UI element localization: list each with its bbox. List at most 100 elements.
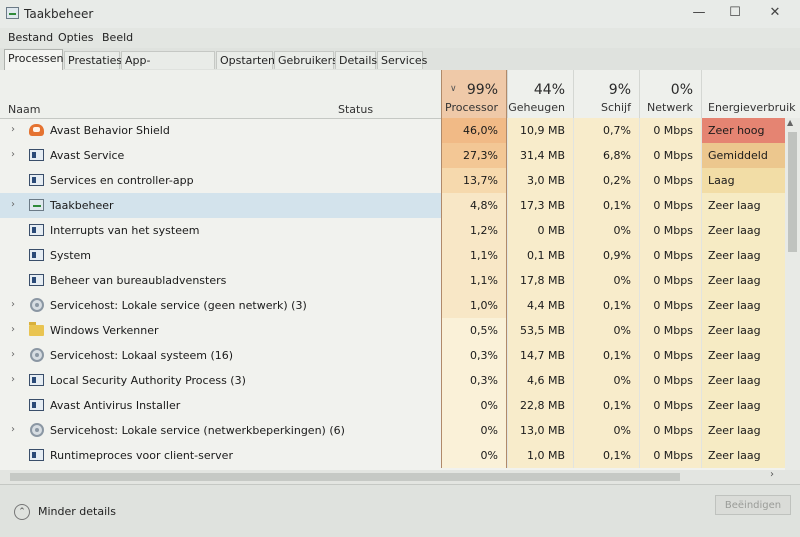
cell-cpu: 1,2% (441, 218, 507, 243)
cell-disk: 0,7% (573, 118, 639, 143)
table-row[interactable]: › Windows Verkenner 0,5% 53,5 MB 0% 0 Mbps Zee… (0, 318, 785, 343)
process-name: Runtimeproces voor client-server (50, 449, 233, 462)
cell-disk: 0,2% (573, 168, 639, 193)
cell-cpu: 0,3% (441, 343, 507, 368)
column-header-disk[interactable]: 9% Schijf (573, 70, 639, 118)
table-row[interactable]: Interrupts van het systeem 1,2% 0 MB 0% 0 Mb… (0, 218, 785, 243)
cell-net: 0 Mbps (639, 268, 701, 293)
menu-bestand[interactable]: Bestand (8, 31, 54, 44)
column-header-network[interactable]: 0% Netwerk (639, 70, 701, 118)
tab-bar: Processen Prestaties App-geschiedenis Op… (0, 48, 800, 85)
cell-cpu: 1,1% (441, 243, 507, 268)
menu-beeld[interactable]: Beeld (102, 31, 134, 44)
tab-prestaties[interactable]: Prestaties (64, 51, 122, 69)
cell-mem: 17,3 MB (507, 193, 573, 218)
cell-net: 0 Mbps (639, 318, 701, 343)
scroll-up-icon[interactable]: ▲ (787, 118, 794, 127)
avast-icon (29, 124, 44, 136)
expand-chevron-icon[interactable]: › (11, 374, 15, 385)
taskmanager-icon (6, 7, 19, 19)
cell-disk: 0% (573, 418, 639, 443)
cell-cpu: 27,3% (441, 143, 507, 168)
tab-details[interactable]: Details (335, 51, 377, 69)
cell-energy: Zeer laag (701, 418, 785, 443)
expand-chevron-icon[interactable]: › (11, 424, 15, 435)
service-icon (29, 174, 44, 186)
horizontal-scroll-thumb[interactable] (10, 473, 680, 481)
cell-cpu: 46,0% (441, 118, 507, 143)
expand-chevron-icon[interactable]: › (11, 149, 15, 160)
process-name: Taakbeheer (50, 199, 114, 212)
cell-mem: 4,4 MB (507, 293, 573, 318)
cell-energy: Zeer laag (701, 243, 785, 268)
title-bar: Taakbeheer — ☐ ✕ (0, 0, 800, 28)
menu-opties[interactable]: Opties (58, 31, 94, 44)
table-row[interactable]: System 1,1% 0,1 MB 0,9% 0 Mbps Zeer laag (0, 243, 785, 268)
cell-cpu: 1,0% (441, 293, 507, 318)
memory-total: 44% (533, 82, 565, 98)
cell-net: 0 Mbps (639, 218, 701, 243)
cell-cpu: 4,8% (441, 193, 507, 218)
expand-chevron-icon[interactable]: › (11, 199, 15, 210)
service-icon (29, 249, 44, 261)
cell-cpu: 0% (441, 443, 507, 468)
process-name: Servicehost: Lokale service (geen netwer… (50, 299, 307, 312)
cell-mem: 17,8 MB (507, 268, 573, 293)
cell-disk: 0,1% (573, 443, 639, 468)
expand-chevron-icon[interactable]: › (11, 124, 15, 135)
table-row[interactable]: Services en controller-app 13,7% 3,0 MB 0,2… (0, 168, 785, 193)
column-header-name[interactable]: Naam (8, 103, 41, 116)
table-row[interactable]: › Avast Behavior Shield 46,0% 10,9 MB 0,7% 0 … (0, 118, 785, 143)
horizontal-scrollbar[interactable]: › (0, 469, 800, 484)
process-name: Avast Service (50, 149, 125, 162)
process-name: Servicehost: Lokale service (netwerkbepe… (50, 424, 345, 437)
end-task-button[interactable]: Beëindigen (715, 495, 791, 515)
chevron-up-icon: ⌃ (14, 504, 30, 520)
folder-icon (29, 322, 44, 336)
service-icon (29, 224, 44, 236)
expand-chevron-icon[interactable]: › (11, 299, 15, 310)
column-header-processor[interactable]: ∨ 99% Processor (441, 70, 507, 118)
service-icon (29, 274, 44, 286)
vertical-scroll-thumb[interactable] (788, 132, 797, 252)
scroll-right-icon[interactable]: › (770, 469, 774, 480)
minimize-button[interactable]: — (692, 5, 706, 20)
table-row[interactable]: › Servicehost: Lokale service (geen netwe… (0, 293, 785, 318)
column-header-status[interactable]: Status (338, 103, 374, 116)
taskmanager-icon (29, 199, 44, 211)
network-label: Netwerk (647, 101, 693, 114)
cell-mem: 1,0 MB (507, 443, 573, 468)
processor-label: Processor (445, 101, 498, 114)
maximize-button[interactable]: ☐ (729, 5, 741, 20)
expand-chevron-icon[interactable]: › (11, 324, 15, 335)
cell-mem: 14,7 MB (507, 343, 573, 368)
vertical-scrollbar[interactable]: ▲ (785, 118, 800, 470)
table-row[interactable]: › Servicehost: Lokaal systeem (16) 0,3% 14,… (0, 343, 785, 368)
process-name: Avast Antivirus Installer (50, 399, 181, 412)
tab-opstarten[interactable]: Opstarten (216, 51, 275, 69)
table-row[interactable]: › Taakbeheer 4,8% 17,3 MB 0,1% 0 Mbps Zeer laa… (0, 193, 785, 218)
tab-services[interactable]: Services (377, 51, 427, 69)
column-header-energy[interactable]: Energieverbruik (701, 70, 796, 118)
cell-disk: 0,1% (573, 293, 639, 318)
tab-gebruikers[interactable]: Gebruikers (274, 51, 338, 69)
expand-chevron-icon[interactable]: › (11, 349, 15, 360)
table-row[interactable]: Avast Antivirus Installer 0% 22,8 MB 0,1% 0 … (0, 393, 785, 418)
column-header-memory[interactable]: 44% Geheugen (507, 70, 573, 118)
table-row[interactable]: Runtimeproces voor client-server 0% 1,0 MB… (0, 443, 785, 468)
table-row[interactable]: Beheer van bureaubladvensters 1,1% 17,8 MB… (0, 268, 785, 293)
close-button[interactable]: ✕ (769, 5, 781, 20)
gear-icon (30, 348, 44, 362)
tab-app-geschiedenis[interactable]: App-geschiedenis (121, 51, 215, 85)
table-row[interactable]: › Servicehost: Lokale service (netwerkbep… (0, 418, 785, 443)
menu-bar: Bestand Opties Beeld (0, 28, 800, 48)
table-row[interactable]: › Local Security Authority Process (3) 0,3… (0, 368, 785, 393)
cell-disk: 0% (573, 268, 639, 293)
cell-energy: Zeer laag (701, 268, 785, 293)
process-name: Avast Behavior Shield (50, 124, 170, 137)
table-row[interactable]: › Avast Service 27,3% 31,4 MB 6,8% 0 Mbps Gemi… (0, 143, 785, 168)
cell-energy: Zeer laag (701, 218, 785, 243)
tab-processen[interactable]: Processen (4, 49, 63, 70)
cell-mem: 4,6 MB (507, 368, 573, 393)
cell-energy: Laag (701, 168, 785, 193)
